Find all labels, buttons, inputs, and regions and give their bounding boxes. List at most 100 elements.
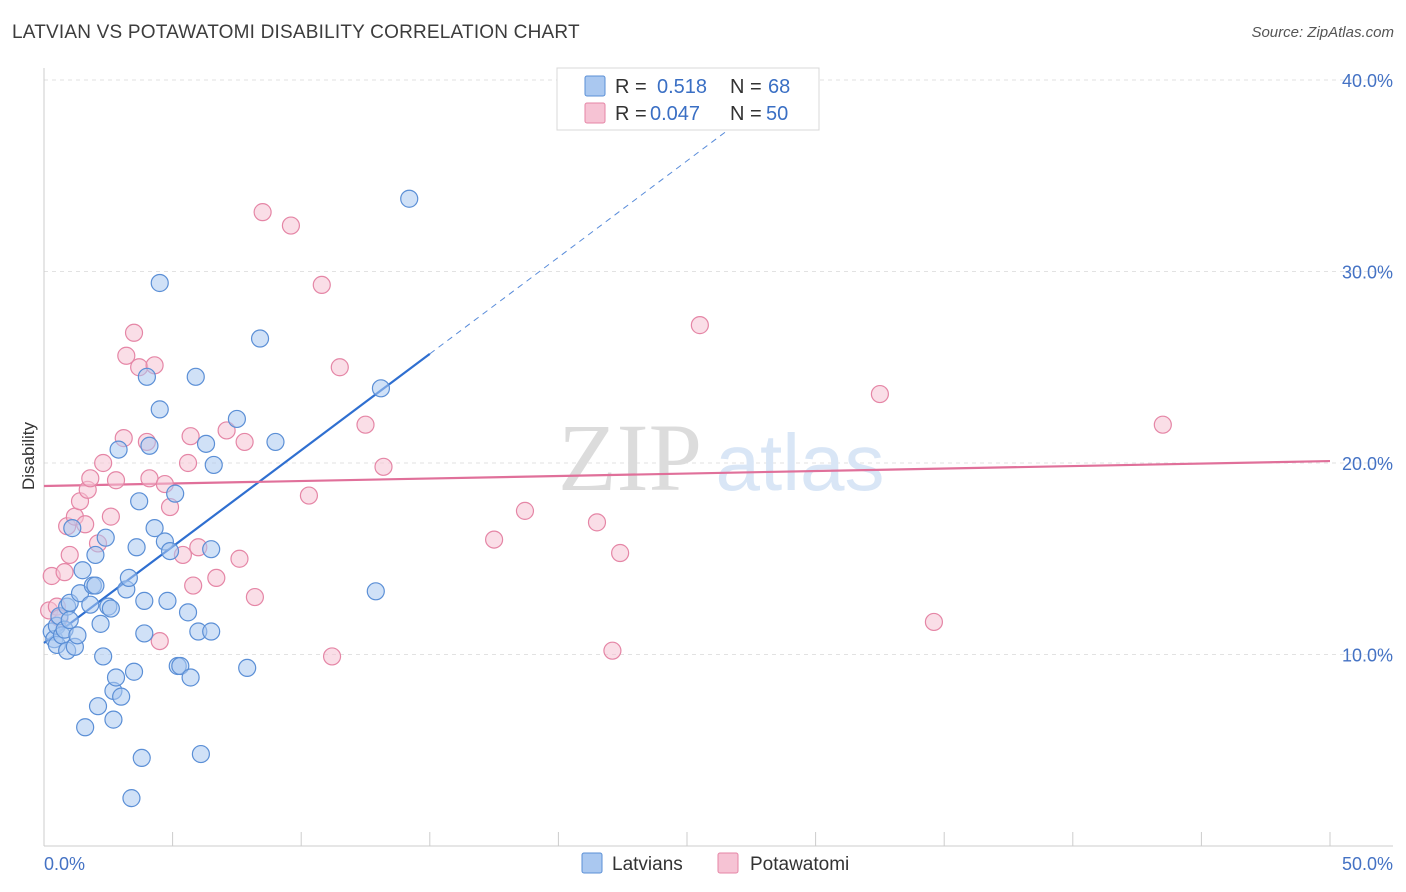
latvian-point-45 xyxy=(150,400,169,419)
latvian-point-33 xyxy=(119,568,138,588)
latvian-point-30 xyxy=(109,440,128,459)
chart-title: LATVIAN VS POTAWATOMI DISABILITY CORRELA… xyxy=(12,22,580,43)
latvian-point-53 xyxy=(181,668,200,687)
latvian-point-54 xyxy=(186,367,205,386)
y-tick-label-40: 40.0% xyxy=(1342,71,1393,91)
y-tick-labels: 10.0% 20.0% 30.0% 40.0% xyxy=(1342,71,1393,666)
y-tick-label-20: 20.0% xyxy=(1342,454,1393,474)
latvian-point-11 xyxy=(63,519,82,538)
potawatomi-point-49 xyxy=(690,316,709,335)
potawatomi-point-15 xyxy=(106,471,126,490)
latvian-point-39 xyxy=(135,591,154,610)
potawatomi-point-44 xyxy=(485,530,504,549)
latvian-point-47 xyxy=(158,591,177,610)
stats-n-label-2: N = xyxy=(730,103,762,125)
latvian-point-59 xyxy=(202,622,221,641)
potawatomi-point-6 xyxy=(60,545,79,565)
latvian-point-26 xyxy=(101,599,120,618)
potawatomi-point-52 xyxy=(1153,415,1172,434)
potawatomi-point-42 xyxy=(356,415,375,434)
data-points xyxy=(40,189,1172,808)
latvian-point-49 xyxy=(166,484,185,503)
latvian-point-24 xyxy=(96,528,115,547)
potawatomi-point-28 xyxy=(181,427,200,446)
potawatomi-point-39 xyxy=(312,275,331,295)
potawatomi-point-11 xyxy=(81,469,100,488)
potawatomi-point-31 xyxy=(207,568,226,588)
potawatomi-point-29 xyxy=(184,576,203,595)
latvian-point-20 xyxy=(86,576,105,595)
legend-swatch-latvians xyxy=(581,852,603,874)
x-tick-label-max: 50.0% xyxy=(1342,854,1393,874)
latvian-point-65 xyxy=(366,582,385,601)
potawatomi-point-46 xyxy=(587,513,607,532)
potawatomi-point-23 xyxy=(150,631,169,651)
bottom-legend: Latvians Potawatomi xyxy=(581,852,849,875)
y-tick-label-10: 10.0% xyxy=(1342,646,1393,666)
potawatomi-point-40 xyxy=(322,647,342,666)
potawatomi-point-21 xyxy=(140,469,159,488)
potawatomi-point-38 xyxy=(299,486,319,505)
latvian-point-57 xyxy=(196,434,216,453)
legend-swatch-potawatomi xyxy=(717,852,739,874)
legend-label-latvians: Latvians xyxy=(612,854,683,875)
latvian-point-64 xyxy=(266,432,285,452)
source-label: Source: ZipAtlas.com xyxy=(1251,24,1394,41)
watermark: ZIP atlas xyxy=(558,404,884,511)
stats-swatch-potawatomi xyxy=(584,102,606,124)
potawatomi-point-50 xyxy=(870,384,890,404)
stats-swatch-latvians xyxy=(584,75,606,97)
latvian-point-66 xyxy=(371,379,391,398)
potawatomi-point-43 xyxy=(374,457,393,476)
potawatomi-point-47 xyxy=(603,641,622,660)
potawatomi-point-35 xyxy=(245,587,265,607)
latvian-point-48 xyxy=(160,541,180,561)
latvian-point-23 xyxy=(94,647,113,666)
latvian-trend-line xyxy=(43,352,431,644)
latvian-point-13 xyxy=(68,626,87,645)
latvian-point-29 xyxy=(106,668,126,687)
latvian-point-34 xyxy=(122,789,141,808)
latvian-point-62 xyxy=(238,658,257,678)
latvian-point-38 xyxy=(132,748,151,768)
potawatomi-point-41 xyxy=(330,358,349,377)
latvian-point-43 xyxy=(145,519,164,538)
latvian-point-15 xyxy=(73,561,92,580)
potawatomi-point-13 xyxy=(94,453,113,473)
stats-n-value-1: 68 xyxy=(768,76,790,98)
potawatomi-trend-line xyxy=(43,459,1331,488)
y-tick-label-30: 30.0% xyxy=(1342,263,1393,283)
x-tick-label-min: 0.0% xyxy=(44,854,85,874)
potawatomi-point-36 xyxy=(253,203,272,222)
latvian-point-22 xyxy=(91,614,110,633)
potawatomi-point-33 xyxy=(230,549,249,568)
latvian-point-51 xyxy=(171,656,190,676)
potawatomi-point-17 xyxy=(117,346,136,365)
latvian-point-67 xyxy=(400,189,419,208)
potawatomi-point-14 xyxy=(101,507,120,526)
stats-r-label-2: R = xyxy=(615,103,647,125)
legend-label-potawatomi: Potawatomi xyxy=(750,854,849,875)
latvian-point-31 xyxy=(112,687,131,706)
watermark-atlas: atlas xyxy=(716,418,885,507)
potawatomi-point-48 xyxy=(611,543,630,563)
stats-n-label-1: N = xyxy=(730,76,762,98)
latvian-point-17 xyxy=(81,595,100,614)
latvian-trend-extension xyxy=(429,112,752,355)
latvian-point-44 xyxy=(150,273,169,293)
latvian-point-40 xyxy=(135,624,154,643)
stats-legend: R = 0.518 N = 68 R = 0.047 N = 50 xyxy=(556,67,820,131)
latvian-point-16 xyxy=(76,718,95,737)
potawatomi-point-27 xyxy=(178,453,198,473)
latvian-point-21 xyxy=(88,697,108,716)
latvian-point-37 xyxy=(130,492,149,511)
potawatomi-point-4 xyxy=(55,563,74,582)
latvian-point-41 xyxy=(137,367,156,386)
trend-lines xyxy=(43,112,1331,644)
stats-r-value-2: 0.047 xyxy=(650,103,700,125)
latvian-point-61 xyxy=(227,409,246,429)
potawatomi-point-34 xyxy=(235,432,254,452)
latvian-point-58 xyxy=(202,540,221,559)
potawatomi-point-45 xyxy=(515,501,535,520)
